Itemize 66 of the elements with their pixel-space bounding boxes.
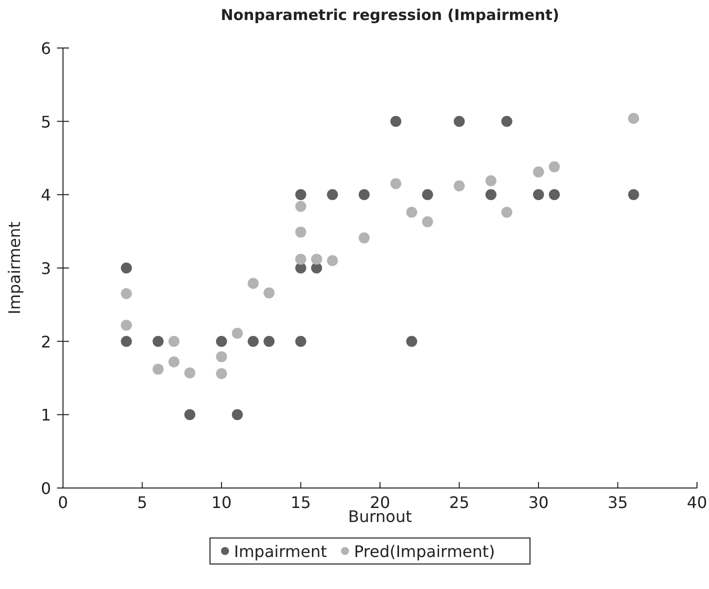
x-tick-label: 25	[449, 493, 470, 512]
y-tick-label: 4	[40, 186, 51, 205]
point	[485, 189, 496, 200]
point	[152, 364, 164, 375]
point	[628, 189, 640, 200]
x-tick-label: 40	[686, 493, 708, 512]
y-tick-label: 6	[40, 39, 51, 58]
point	[628, 112, 640, 124]
point	[501, 116, 512, 127]
point	[216, 336, 227, 347]
y-tick-label: 3	[40, 259, 51, 278]
point	[184, 409, 196, 420]
point	[168, 336, 180, 347]
point	[406, 206, 418, 218]
point	[501, 206, 512, 218]
point	[168, 356, 180, 368]
point	[264, 287, 275, 298]
point	[216, 351, 227, 362]
point	[358, 232, 370, 244]
x-tick-label: 35	[608, 493, 628, 512]
point	[295, 336, 306, 347]
point	[390, 116, 402, 127]
point	[390, 178, 402, 190]
point	[422, 189, 434, 200]
point	[406, 336, 418, 347]
x-tick-label: 30	[528, 493, 549, 512]
point	[295, 254, 306, 265]
x-tick-label: 0	[58, 493, 68, 512]
point	[422, 216, 434, 228]
point	[548, 161, 560, 172]
x-tick-label: 15	[290, 493, 311, 512]
chart-title: Nonparametric regression (Impairment)	[220, 6, 560, 24]
point	[120, 262, 132, 274]
point	[216, 368, 227, 380]
point	[248, 336, 259, 347]
legend-label: Impairment	[234, 542, 327, 561]
point	[454, 116, 465, 127]
point	[326, 255, 338, 266]
point	[311, 254, 322, 265]
point	[358, 189, 370, 200]
x-tick-label: 10	[211, 493, 232, 512]
point	[295, 226, 306, 238]
y-tick-label: 1	[40, 406, 51, 425]
point	[454, 180, 465, 192]
point	[533, 189, 544, 200]
legend-label: Pred(Impairment)	[354, 542, 495, 561]
x-tick-label: 5	[137, 493, 148, 512]
y-tick-label: 0	[40, 479, 51, 498]
y-axis-title: Impairment	[5, 222, 24, 314]
point	[120, 336, 132, 347]
point	[326, 189, 338, 200]
point	[485, 175, 496, 186]
point	[533, 166, 544, 178]
point	[120, 288, 132, 300]
y-tick-label: 5	[40, 112, 51, 132]
point	[152, 336, 164, 347]
point	[120, 320, 132, 331]
point	[295, 189, 306, 200]
point	[232, 328, 243, 339]
point	[184, 367, 196, 378]
point	[548, 189, 560, 200]
point	[232, 409, 243, 420]
point	[295, 200, 306, 212]
point	[264, 336, 275, 347]
point	[248, 278, 259, 289]
y-tick-label: 2	[40, 332, 51, 352]
